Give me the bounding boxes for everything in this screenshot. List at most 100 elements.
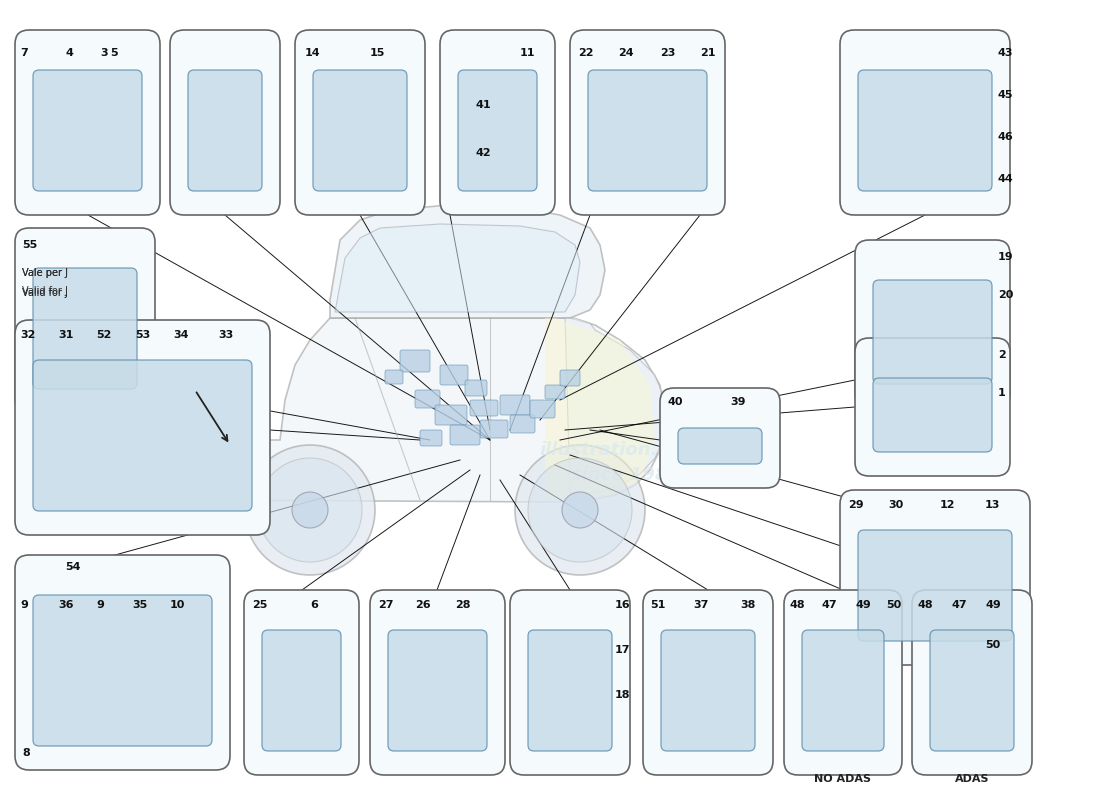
FancyBboxPatch shape (170, 30, 280, 215)
FancyBboxPatch shape (570, 30, 725, 215)
Text: 53: 53 (135, 330, 151, 340)
Text: 40: 40 (668, 397, 683, 407)
Text: 9: 9 (96, 600, 103, 610)
Circle shape (292, 492, 328, 528)
FancyBboxPatch shape (873, 280, 992, 384)
FancyBboxPatch shape (388, 630, 487, 751)
FancyBboxPatch shape (858, 70, 992, 191)
Text: 7: 7 (20, 48, 28, 58)
Text: 19: 19 (998, 252, 1013, 262)
Text: 45: 45 (998, 90, 1013, 100)
Text: 50: 50 (984, 640, 1000, 650)
FancyBboxPatch shape (420, 430, 442, 446)
FancyBboxPatch shape (873, 378, 992, 452)
Text: 50: 50 (886, 600, 901, 610)
FancyBboxPatch shape (661, 630, 755, 751)
FancyBboxPatch shape (33, 268, 138, 389)
Text: 28: 28 (455, 600, 471, 610)
Circle shape (562, 492, 598, 528)
FancyBboxPatch shape (528, 630, 612, 751)
Text: 31: 31 (58, 330, 74, 340)
Text: 24: 24 (618, 48, 634, 58)
Text: 21: 21 (700, 48, 715, 58)
FancyBboxPatch shape (840, 30, 1010, 215)
Text: Valid for J: Valid for J (22, 288, 68, 298)
Text: 26: 26 (415, 600, 430, 610)
FancyBboxPatch shape (855, 338, 1010, 476)
Text: 46: 46 (998, 132, 1014, 142)
Polygon shape (175, 318, 666, 502)
Text: 55: 55 (22, 240, 37, 250)
FancyBboxPatch shape (588, 70, 707, 191)
FancyBboxPatch shape (644, 590, 773, 775)
Text: 12: 12 (940, 500, 956, 510)
Text: 51: 51 (650, 600, 666, 610)
FancyBboxPatch shape (678, 428, 762, 464)
FancyBboxPatch shape (784, 590, 902, 775)
FancyBboxPatch shape (434, 405, 468, 425)
FancyBboxPatch shape (15, 320, 270, 535)
Text: 18: 18 (615, 690, 630, 700)
Polygon shape (544, 318, 654, 498)
FancyBboxPatch shape (510, 415, 535, 433)
FancyBboxPatch shape (33, 360, 252, 511)
Text: 5: 5 (110, 48, 118, 58)
Text: Valid for J: Valid for J (22, 286, 68, 296)
Polygon shape (330, 205, 605, 318)
Text: 32: 32 (20, 330, 35, 340)
FancyBboxPatch shape (440, 30, 556, 215)
FancyBboxPatch shape (15, 228, 155, 413)
Circle shape (515, 445, 645, 575)
Text: 6: 6 (310, 600, 318, 610)
Text: 43: 43 (998, 48, 1013, 58)
FancyBboxPatch shape (840, 490, 1030, 665)
Polygon shape (565, 318, 668, 495)
Text: 27: 27 (378, 600, 394, 610)
Text: 47: 47 (822, 600, 837, 610)
Text: Vale per J: Vale per J (22, 268, 68, 278)
Circle shape (258, 458, 362, 562)
FancyBboxPatch shape (802, 630, 884, 751)
FancyBboxPatch shape (415, 390, 440, 408)
Text: since 1985: since 1985 (571, 466, 680, 484)
Text: 48: 48 (918, 600, 934, 610)
FancyBboxPatch shape (470, 400, 498, 416)
Text: 52: 52 (96, 330, 111, 340)
FancyBboxPatch shape (530, 400, 556, 418)
Text: NO ADAS: NO ADAS (814, 774, 871, 784)
Text: 49: 49 (984, 600, 1001, 610)
FancyBboxPatch shape (912, 590, 1032, 775)
FancyBboxPatch shape (855, 240, 1010, 408)
Text: 47: 47 (952, 600, 968, 610)
Text: 35: 35 (132, 600, 147, 610)
FancyBboxPatch shape (510, 590, 630, 775)
Text: 23: 23 (660, 48, 675, 58)
Text: 10: 10 (170, 600, 186, 610)
Polygon shape (336, 224, 580, 312)
Text: 44: 44 (998, 174, 1014, 184)
Text: 3: 3 (100, 48, 108, 58)
Text: 25: 25 (252, 600, 267, 610)
Text: ADAS: ADAS (955, 774, 989, 784)
FancyBboxPatch shape (440, 365, 467, 385)
Text: 42: 42 (475, 148, 491, 158)
FancyBboxPatch shape (458, 70, 537, 191)
FancyBboxPatch shape (370, 590, 505, 775)
Text: 16: 16 (615, 600, 630, 610)
FancyBboxPatch shape (33, 595, 212, 746)
Text: 41: 41 (475, 100, 491, 110)
FancyBboxPatch shape (500, 395, 530, 415)
FancyBboxPatch shape (465, 380, 487, 396)
Circle shape (528, 458, 632, 562)
FancyBboxPatch shape (314, 70, 407, 191)
FancyBboxPatch shape (244, 590, 359, 775)
Text: 48: 48 (790, 600, 805, 610)
Text: Vale per J: Vale per J (22, 268, 68, 278)
Text: 54: 54 (65, 562, 80, 572)
FancyBboxPatch shape (858, 530, 1012, 641)
FancyBboxPatch shape (295, 30, 425, 215)
FancyBboxPatch shape (262, 630, 341, 751)
Text: 39: 39 (730, 397, 746, 407)
Text: 15: 15 (370, 48, 385, 58)
FancyBboxPatch shape (660, 388, 780, 488)
